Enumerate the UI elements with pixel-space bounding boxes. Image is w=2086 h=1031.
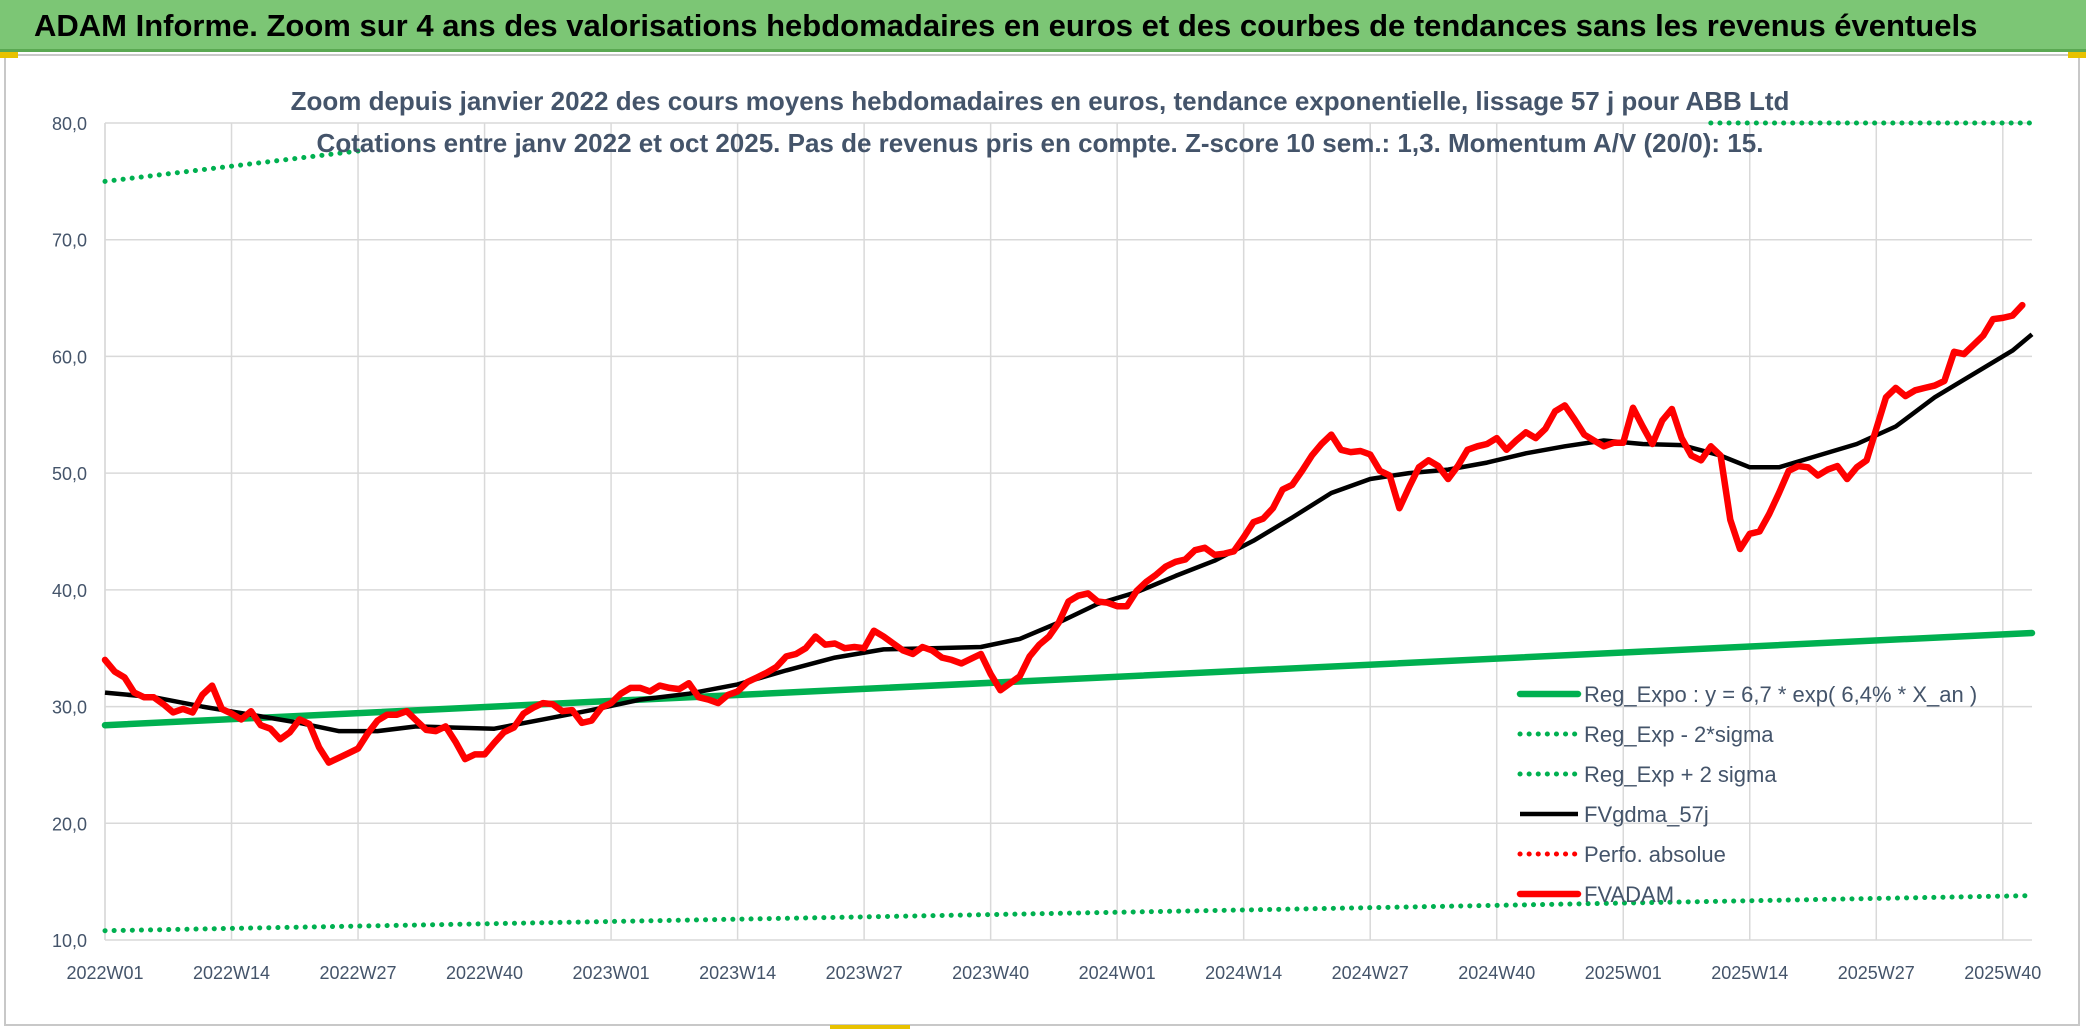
chart-title-line-1: Zoom depuis janvier 2022 des cours moyen… (291, 86, 1790, 116)
fvgdma-57j-line (104, 332, 2034, 734)
legend-label: Reg_Expo : y = 6,7 * exp( 6,4% * X_an ) (1584, 682, 1977, 707)
reg-exp-minus-2sigma-line (102, 893, 2035, 934)
grid-layer (104, 122, 2032, 941)
chart-title-line-2: Cotations entre janv 2022 et oct 2025. P… (317, 128, 1764, 158)
y-tick-label: 40,0 (52, 581, 87, 601)
y-tick-label: 50,0 (52, 464, 87, 484)
y-tick-label: 80,0 (52, 114, 87, 134)
report-header: ADAM Informe. Zoom sur 4 ans des valoris… (0, 0, 2086, 52)
x-tick-label: 2024W01 (1079, 963, 1156, 983)
report-title: ADAM Informe. Zoom sur 4 ans des valoris… (34, 8, 1978, 43)
legend-label: Perfo. absolue (1584, 842, 1726, 867)
x-tick-label: 2024W14 (1205, 963, 1282, 983)
reg-expo-line (101, 629, 2036, 729)
frame-corner-top-right (2068, 52, 2086, 58)
legend-label: Reg_Exp + 2 sigma (1584, 762, 1777, 787)
legend-item: FVgdma_57j (1520, 802, 1709, 827)
x-tick-label: 2022W27 (320, 963, 397, 983)
legend-item: Perfo. absolue (1517, 842, 1726, 867)
chart-title: Zoom depuis janvier 2022 des cours moyen… (291, 86, 1790, 158)
x-tick-label: 2023W01 (573, 963, 650, 983)
chart-frame (4, 54, 2080, 1026)
x-tick-label: 2022W14 (193, 963, 270, 983)
axis-layer: 10,0 20,0 30,0 40,0 50,0 60,0 70,0 80,0 2022W01 2… (52, 114, 2041, 983)
series-layer (101, 120, 2036, 934)
legend-label: FVADAM (1584, 882, 1674, 907)
x-tick-label: 2025W27 (1838, 963, 1915, 983)
y-tick-label: 30,0 (52, 698, 87, 718)
legend-label: Reg_Exp - 2*sigma (1584, 722, 1774, 747)
x-tick-label: 2024W40 (1458, 963, 1535, 983)
x-tick-label: 2022W01 (66, 963, 143, 983)
x-tick-label: 2023W14 (699, 963, 776, 983)
x-tick-label: 2025W14 (1711, 963, 1788, 983)
legend-item: Reg_Exp - 2*sigma (1517, 722, 1774, 747)
fvadam-line (101, 301, 2026, 766)
y-tick-label: 20,0 (52, 814, 87, 834)
reg-exp-plus-2sigma-line (102, 148, 361, 184)
x-tick-label: 2022W40 (446, 963, 523, 983)
x-tick-label: 2023W40 (952, 963, 1029, 983)
x-tick-label: 2024W27 (1332, 963, 1409, 983)
legend-item: FVADAM (1516, 882, 1674, 907)
frame-corner-bottom-center (830, 1025, 910, 1029)
legend-label: FVgdma_57j (1584, 802, 1709, 827)
x-tick-label: 2025W01 (1585, 963, 1662, 983)
y-tick-label: 60,0 (52, 347, 87, 367)
legend-item: Reg_Expo : y = 6,7 * exp( 6,4% * X_an ) (1516, 682, 1977, 707)
frame-corner-top-left (0, 52, 18, 58)
y-tick-label: 70,0 (52, 231, 87, 251)
legend: Reg_Expo : y = 6,7 * exp( 6,4% * X_an ) R… (1516, 682, 1977, 907)
x-tick-label: 2025W40 (1964, 963, 2041, 983)
y-tick-label: 10,0 (52, 931, 87, 951)
legend-item: Reg_Exp + 2 sigma (1517, 762, 1777, 787)
x-tick-label: 2023W27 (826, 963, 903, 983)
